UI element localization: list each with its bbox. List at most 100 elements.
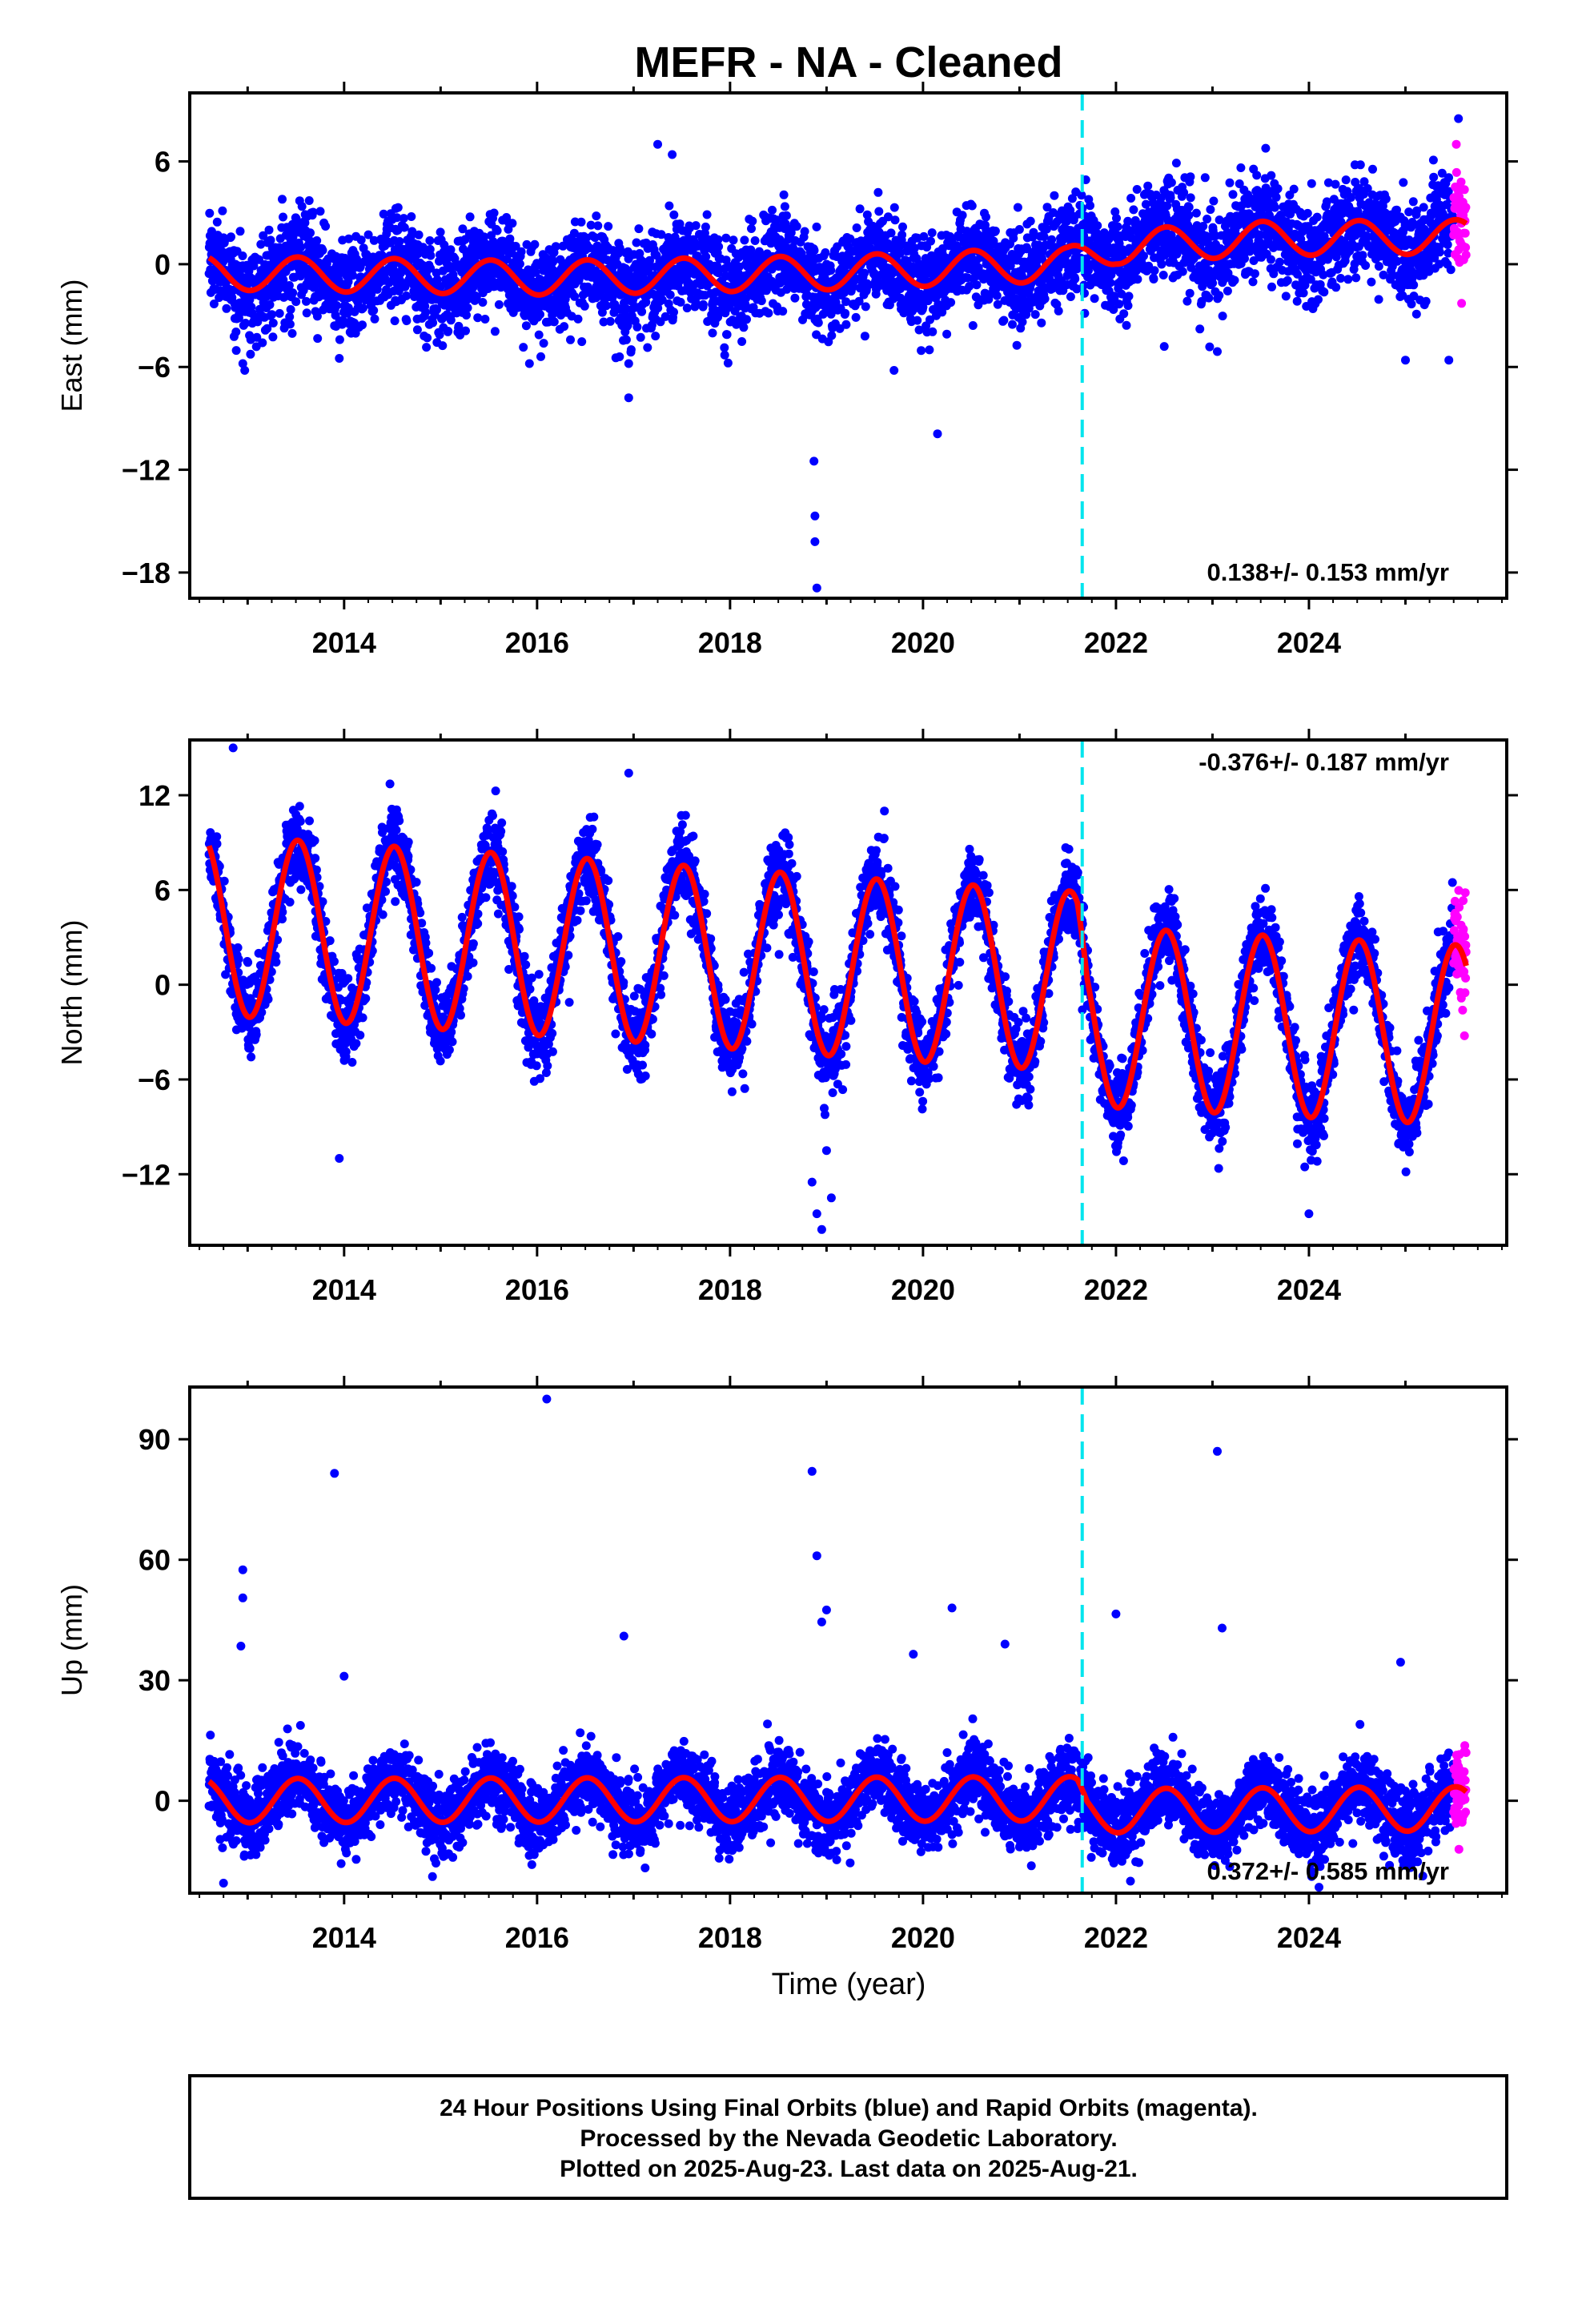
final-orbit-point — [698, 300, 708, 309]
final-orbit-point — [917, 346, 926, 356]
final-orbit-point — [737, 337, 747, 346]
final-orbit-point — [1358, 251, 1367, 260]
final-orbit-point — [702, 210, 712, 219]
final-orbit-point — [676, 297, 685, 307]
final-orbit-point — [768, 205, 777, 215]
final-orbit-point — [1157, 259, 1166, 269]
final-orbit-point — [1158, 271, 1168, 279]
final-orbit-point — [1319, 287, 1329, 297]
final-orbit-point — [641, 297, 651, 307]
final-orbit-point — [502, 255, 512, 264]
final-orbit-point — [551, 242, 560, 251]
final-orbit-point — [256, 239, 266, 249]
velocity-rate-label: 0.138+/- 0.153 mm/yr — [1207, 558, 1449, 586]
final-orbit-point — [1184, 203, 1194, 212]
final-orbit-point — [472, 292, 481, 302]
final-orbit-point — [665, 290, 675, 300]
final-orbit-point — [742, 315, 751, 324]
final-orbit-point — [494, 300, 504, 309]
final-orbit-point — [764, 308, 773, 318]
final-orbit-point — [1086, 201, 1094, 211]
final-orbit-point — [643, 343, 652, 352]
final-orbit-point — [313, 334, 323, 344]
final-orbit-point — [580, 301, 589, 311]
final-orbit-point — [462, 311, 471, 320]
final-orbit-point — [747, 224, 756, 233]
final-orbit-point — [227, 232, 235, 242]
final-orbit-point — [926, 315, 934, 324]
final-orbit-point — [461, 326, 470, 336]
final-orbit-point — [919, 231, 929, 241]
final-orbit-point — [332, 301, 341, 310]
final-orbit-point — [304, 196, 314, 205]
final-orbit-point — [263, 324, 272, 333]
final-orbit-point — [1270, 203, 1279, 212]
final-orbit-point — [1421, 296, 1431, 306]
final-orbit-point — [450, 254, 460, 263]
final-orbit-point — [1112, 214, 1121, 223]
final-orbit-point — [601, 301, 611, 311]
final-orbit-point — [560, 322, 569, 332]
final-orbit-point — [1203, 215, 1212, 223]
final-orbit-point — [530, 239, 540, 249]
final-orbit-point — [623, 320, 632, 330]
final-orbit-point — [296, 243, 306, 252]
final-orbit-point — [778, 307, 788, 316]
final-orbit-point — [827, 331, 837, 340]
outlier-point — [1213, 347, 1222, 356]
final-orbit-point — [1343, 275, 1353, 284]
final-orbit-point — [982, 212, 990, 222]
final-orbit-point — [992, 291, 1002, 300]
final-orbit-point — [222, 304, 231, 313]
final-orbit-point — [1143, 181, 1153, 191]
y-tick-label: 6 — [155, 146, 171, 179]
final-orbit-point — [1132, 185, 1142, 194]
final-orbit-point — [873, 187, 883, 197]
final-orbit-point — [511, 242, 520, 251]
final-orbit-point — [634, 224, 644, 234]
final-orbit-point — [862, 210, 872, 219]
final-orbit-point — [1113, 222, 1122, 231]
final-orbit-point — [291, 214, 301, 223]
final-orbit-point — [1129, 205, 1138, 215]
final-orbit-point — [284, 281, 294, 290]
final-orbit-point — [369, 306, 379, 316]
final-orbit-point — [490, 327, 500, 336]
final-orbit-point — [826, 266, 836, 275]
final-orbit-point — [1070, 274, 1080, 283]
final-orbit-point — [408, 227, 417, 236]
final-orbit-point — [1267, 282, 1276, 292]
final-orbit-point — [218, 206, 227, 215]
final-orbit-point — [1124, 292, 1134, 301]
final-orbit-point — [1444, 173, 1453, 183]
x-tick-label: 2014 — [312, 626, 376, 659]
final-orbit-point — [1428, 155, 1438, 165]
final-orbit-point — [1182, 296, 1192, 306]
outlier-point — [653, 139, 662, 149]
final-orbit-point — [741, 294, 751, 304]
final-orbit-point — [852, 223, 861, 232]
final-orbit-point — [701, 222, 710, 231]
final-orbit-point — [414, 230, 424, 239]
y-tick-label: −18 — [122, 557, 171, 589]
final-orbit-point — [1435, 247, 1444, 257]
final-orbit-point — [1407, 300, 1416, 309]
final-orbit-point — [536, 352, 545, 361]
final-orbit-point — [436, 227, 445, 237]
final-orbit-point — [691, 298, 701, 307]
final-orbit-point — [308, 207, 318, 217]
final-orbit-point — [972, 280, 982, 290]
final-orbit-point — [1281, 292, 1291, 301]
final-orbit-point — [573, 314, 583, 324]
final-orbit-point — [889, 203, 899, 212]
final-orbit-point — [1114, 300, 1124, 309]
final-orbit-point — [841, 308, 850, 318]
final-orbit-point — [1093, 221, 1102, 231]
final-orbit-point — [621, 335, 631, 344]
final-orbit-point — [1039, 232, 1049, 241]
rapid-orbit-point — [1456, 177, 1466, 187]
final-orbit-point — [841, 320, 851, 329]
final-orbit-point — [790, 293, 800, 303]
y-tick-label: −12 — [122, 454, 171, 487]
final-orbit-point — [1186, 193, 1195, 203]
